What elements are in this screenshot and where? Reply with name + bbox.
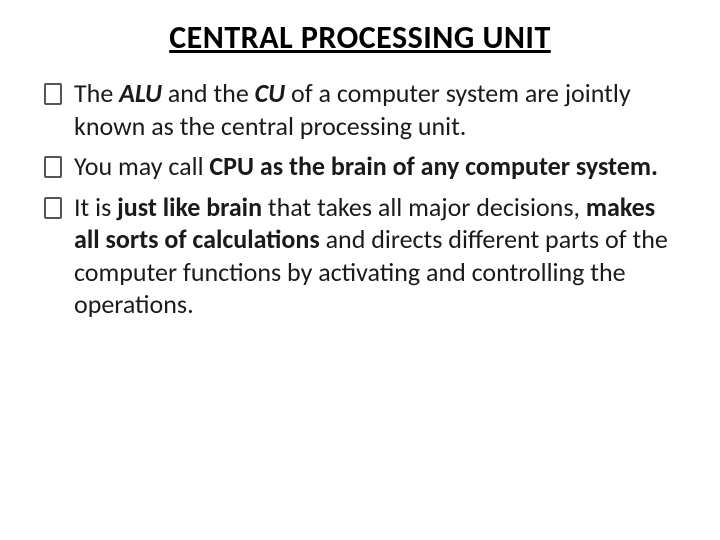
text-segment: ALU <box>119 77 162 109</box>
bullet-item: The ALU and the CU of a computer system … <box>40 77 680 142</box>
text-segment: and the <box>162 77 255 109</box>
text-segment: just like brain <box>117 191 262 223</box>
text-segment: CPU as the brain of any computer system. <box>209 150 658 182</box>
bullet-item: You may call CPU as the brain of any com… <box>40 150 680 183</box>
text-segment: CU <box>255 77 285 109</box>
slide-title: CENTRAL PROCESSING UNIT <box>40 18 680 57</box>
bullet-list: The ALU and the CU of a computer system … <box>40 77 680 321</box>
text-segment: It is <box>74 191 117 223</box>
text-segment: The <box>74 77 119 109</box>
bullet-item: It is just like brain that takes all maj… <box>40 191 680 321</box>
text-segment: that takes all major decisions, <box>262 191 586 223</box>
text-segment: You may call <box>74 150 209 182</box>
